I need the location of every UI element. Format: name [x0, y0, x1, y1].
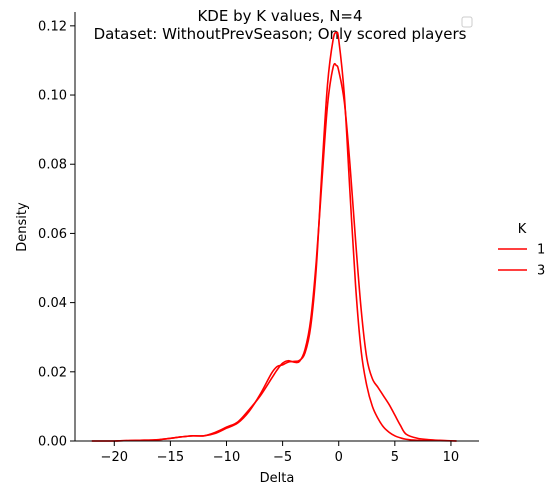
y-tick-label: 0.04 — [38, 296, 67, 311]
x-tick-label: −20 — [101, 450, 128, 465]
y-tick-label: 0.10 — [38, 89, 67, 104]
series-line-3 — [91, 31, 457, 442]
series-line-1 — [91, 62, 457, 442]
x-ticks: −20 −15 −10 −5 0 5 10 — [101, 441, 460, 465]
y-tick-label: 0.00 — [38, 435, 67, 450]
empty-legend-box — [461, 16, 473, 28]
chart-title: KDE by K values, N=4 — [197, 7, 362, 25]
legend: K 1 3 — [498, 222, 545, 279]
y-axis-label: Density — [15, 202, 30, 252]
y-tick-label: 0.06 — [38, 227, 67, 242]
x-tick-label: −10 — [213, 450, 240, 465]
chart-subtitle: Dataset: WithoutPrevSeason; Only scored … — [94, 25, 467, 43]
x-axis-label: Delta — [260, 471, 295, 486]
legend-title: K — [518, 222, 527, 237]
x-tick-label: 5 — [391, 450, 399, 465]
x-tick-label: −5 — [273, 450, 292, 465]
x-tick-label: −15 — [157, 450, 184, 465]
plot-area — [91, 31, 457, 442]
y-ticks: 0.00 0.02 0.04 0.06 0.08 0.10 0.12 — [38, 19, 75, 450]
y-tick-label: 0.08 — [38, 158, 67, 173]
x-tick-label: 0 — [335, 450, 343, 465]
legend-label-3: 3 — [537, 264, 545, 279]
y-tick-label: 0.12 — [38, 19, 67, 34]
x-tick-label: 10 — [443, 450, 460, 465]
y-tick-label: 0.02 — [38, 365, 67, 380]
legend-label-1: 1 — [537, 243, 545, 258]
